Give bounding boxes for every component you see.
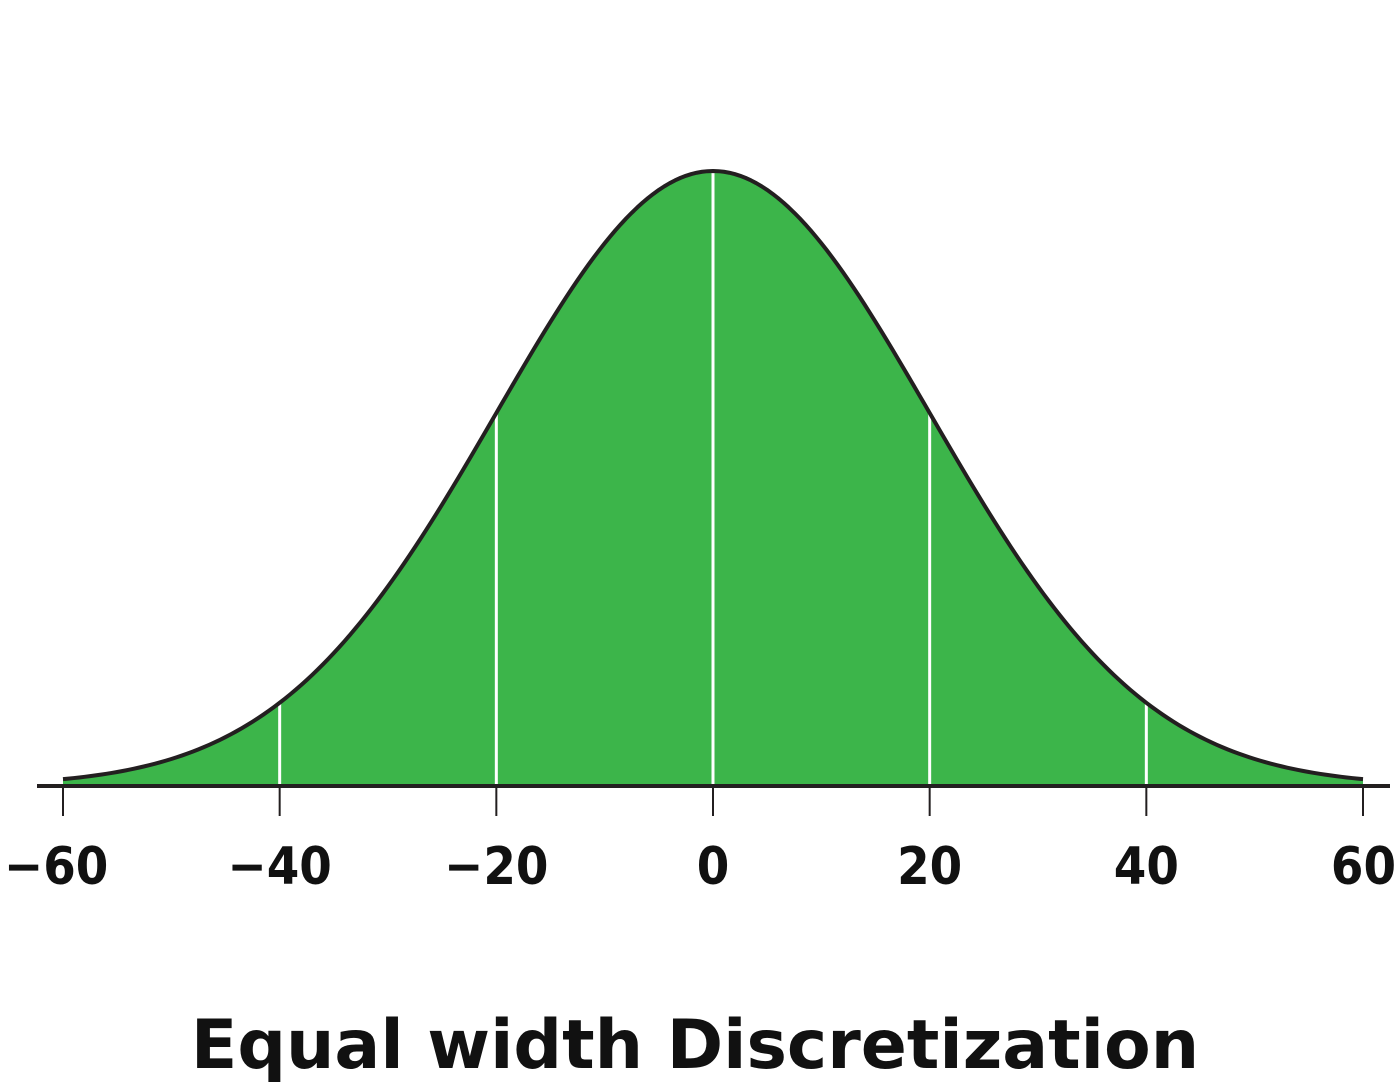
x-tick-label: 20 [897,837,962,897]
x-tick-labels: −60 −40 −20 0 20 40 60 [4,837,1396,897]
density-curve-line [62,169,1364,782]
curve-outline-layer [62,169,1364,782]
x-tick-label: 60 [1331,837,1396,897]
x-tick-label: −20 [444,837,548,897]
x-tick-label: 0 [697,837,730,897]
x-tick-label: 40 [1114,837,1179,897]
x-axis [37,784,1390,816]
bin-lines-layer [278,172,1148,786]
x-tick-label: −40 [228,837,332,897]
chart-title: Equal width Discretization [191,1006,1199,1085]
x-tick-label: −60 [4,837,108,897]
